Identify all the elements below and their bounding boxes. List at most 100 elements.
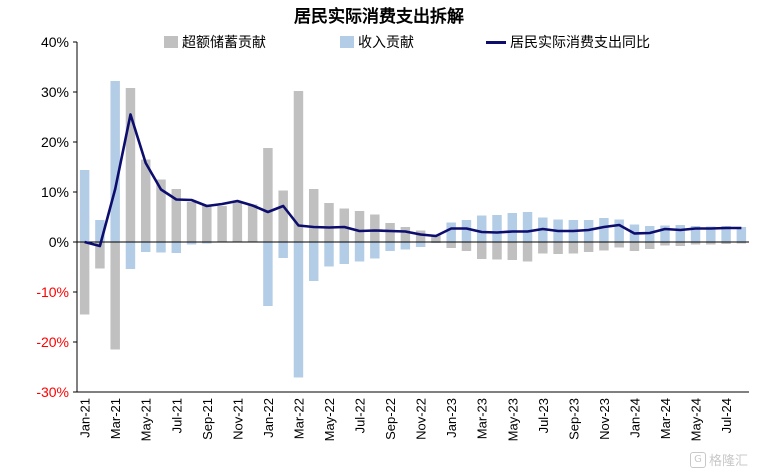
bar-excess-savings-Jan-23 bbox=[446, 242, 456, 248]
bar-income-May-22 bbox=[324, 242, 334, 267]
y-tick-label: -30% bbox=[36, 384, 69, 400]
chart-title: 居民实际消费支出拆解 bbox=[294, 7, 464, 27]
x-tick-label: Nov-23 bbox=[597, 398, 612, 440]
x-tick-label: Jan-21 bbox=[78, 398, 93, 438]
bar-excess-savings-Jun-21 bbox=[156, 179, 166, 242]
bar-income-Aug-24 bbox=[736, 227, 747, 242]
bar-income-Jul-22 bbox=[354, 242, 365, 262]
bar-excess-savings-Dec-22 bbox=[431, 234, 441, 242]
bar-income-Apr-24 bbox=[675, 225, 686, 242]
bar-excess-savings-Mar-22 bbox=[293, 91, 304, 242]
x-tick-label: Jul-21 bbox=[169, 398, 184, 433]
x-tick-label: Nov-21 bbox=[230, 398, 245, 440]
x-tick-label: Jul-24 bbox=[719, 398, 734, 433]
y-tick-label: 0% bbox=[49, 234, 69, 250]
legend-label-excess-savings: 超额储蓄贡献 bbox=[182, 35, 266, 51]
bar-excess-savings-Dec-23 bbox=[614, 242, 624, 248]
x-tick-label: Jan-23 bbox=[444, 398, 459, 438]
y-tick-label: 30% bbox=[41, 84, 69, 100]
legend-swatch-consumption-yoy bbox=[486, 40, 506, 44]
x-tick-label: Mar-24 bbox=[658, 398, 673, 439]
bar-excess-savings-Jun-22 bbox=[339, 208, 350, 242]
bar-excess-savings-Mar-23 bbox=[476, 242, 487, 259]
bar-excess-savings-Mar-24 bbox=[660, 242, 670, 246]
bar-excess-savings-Aug-23 bbox=[553, 242, 563, 254]
legend-item-income: 收入贡献 bbox=[340, 32, 414, 52]
bar-income-Sep-21 bbox=[202, 242, 212, 244]
legend-swatch-income bbox=[340, 36, 354, 48]
bar-excess-savings-Feb-24 bbox=[644, 242, 655, 249]
bar-excess-savings-Apr-24 bbox=[675, 242, 686, 246]
x-tick-label: May-22 bbox=[322, 398, 337, 441]
bar-excess-savings-Jul-23 bbox=[538, 242, 548, 254]
bar-income-Mar-21 bbox=[110, 81, 120, 242]
bar-income-Mar-24 bbox=[660, 225, 670, 242]
x-tick-label: Jan-24 bbox=[627, 398, 642, 438]
bar-excess-savings-Apr-21 bbox=[125, 88, 136, 242]
bar-income-Sep-22 bbox=[385, 242, 395, 251]
x-tick-label: May-23 bbox=[505, 398, 520, 441]
x-tick-label: May-24 bbox=[689, 398, 704, 441]
bar-excess-savings-Oct-23 bbox=[583, 242, 594, 252]
bar-income-Jan-21 bbox=[79, 170, 90, 242]
legend-label-consumption-yoy: 居民实际消费支出同比 bbox=[510, 35, 650, 51]
bar-excess-savings-May-23 bbox=[507, 242, 518, 260]
legend: 超额储蓄贡献 收入贡献 居民实际消费支出同比 bbox=[0, 32, 758, 52]
bar-income-Jun-22 bbox=[339, 242, 350, 264]
bar-income-Jul-24 bbox=[721, 226, 731, 242]
legend-swatch-excess-savings bbox=[164, 36, 178, 48]
line-consumption-yoy bbox=[84, 113, 742, 248]
bar-excess-savings-Jan-22 bbox=[263, 148, 273, 242]
bar-excess-savings-Jul-21 bbox=[171, 189, 182, 242]
bar-excess-savings-Jan-21 bbox=[79, 242, 90, 315]
bar-excess-savings-Sep-22 bbox=[385, 223, 395, 242]
x-tick-label: Jul-23 bbox=[536, 398, 551, 433]
bar-income-Apr-22 bbox=[308, 242, 319, 281]
bar-excess-savings-Nov-22 bbox=[415, 230, 426, 242]
bar-excess-savings-Jun-24 bbox=[706, 242, 716, 245]
legend-label-income: 收入贡献 bbox=[358, 35, 414, 51]
bar-income-Nov-23 bbox=[599, 218, 609, 242]
bar-income-Aug-22 bbox=[370, 242, 380, 259]
y-tick-label: 10% bbox=[41, 184, 69, 200]
bar-excess-savings-Sep-21 bbox=[202, 204, 212, 242]
legend-item-excess-savings: 超额储蓄贡献 bbox=[164, 32, 266, 52]
bar-income-Jun-24 bbox=[706, 226, 716, 242]
y-tick-label: -20% bbox=[36, 334, 69, 350]
bar-excess-savings-Aug-21 bbox=[186, 202, 197, 242]
bar-income-Mar-22 bbox=[293, 242, 304, 378]
bar-excess-savings-Sep-23 bbox=[568, 242, 579, 254]
bar-excess-savings-May-21 bbox=[140, 159, 151, 242]
x-tick-label: Jul-22 bbox=[353, 398, 368, 433]
bar-excess-savings-Jan-24 bbox=[629, 242, 640, 251]
bar-excess-savings-May-24 bbox=[690, 242, 701, 245]
bar-excess-savings-Feb-22 bbox=[278, 190, 288, 242]
bar-excess-savings-Apr-23 bbox=[492, 242, 502, 260]
gelonghui-logo-icon: G bbox=[689, 451, 706, 468]
y-tick-label: -10% bbox=[36, 284, 69, 300]
bar-income-Jun-23 bbox=[522, 212, 533, 242]
watermark: G 格隆汇 bbox=[689, 450, 748, 469]
bar-income-Mar-23 bbox=[476, 215, 487, 242]
x-tick-label: Mar-22 bbox=[291, 398, 306, 439]
bar-income-Jan-23 bbox=[446, 222, 456, 242]
legend-item-consumption-yoy: 居民实际消费支出同比 bbox=[486, 32, 650, 52]
bar-excess-savings-Apr-22 bbox=[308, 189, 319, 242]
bar-excess-savings-Mar-21 bbox=[110, 242, 120, 350]
bar-excess-savings-Nov-21 bbox=[232, 201, 243, 242]
bar-excess-savings-Nov-23 bbox=[599, 242, 609, 251]
bar-income-May-24 bbox=[690, 226, 701, 242]
bar-income-Jul-21 bbox=[171, 242, 182, 253]
bar-excess-savings-Feb-23 bbox=[461, 242, 472, 251]
bar-excess-savings-Jun-23 bbox=[522, 242, 533, 262]
bar-income-Jun-21 bbox=[156, 242, 166, 253]
x-tick-label: May-21 bbox=[139, 398, 154, 441]
bar-income-Apr-21 bbox=[125, 242, 136, 269]
bar-income-Aug-21 bbox=[186, 242, 197, 245]
bar-income-Dec-23 bbox=[614, 219, 624, 242]
x-tick-label: Nov-22 bbox=[414, 398, 429, 440]
x-tick-label: Sep-22 bbox=[383, 398, 398, 440]
x-tick-label: Sep-23 bbox=[566, 398, 581, 440]
